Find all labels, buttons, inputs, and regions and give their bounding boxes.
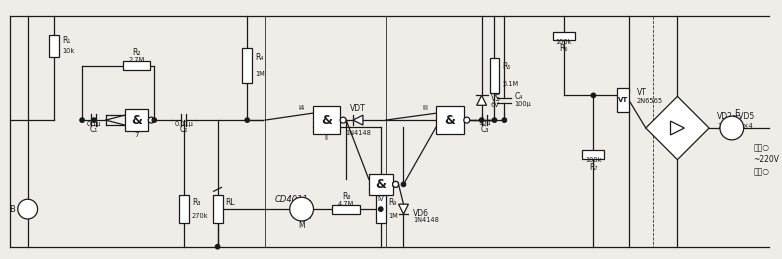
Text: IV: IV [378,196,384,202]
Text: 10k: 10k [63,48,74,54]
Text: R₄: R₄ [255,53,264,62]
Circle shape [91,118,96,122]
Circle shape [80,118,84,122]
Text: 6V: 6V [490,102,499,108]
Circle shape [493,118,497,122]
Bar [242,48,252,83]
Text: 相线○: 相线○ [754,167,769,176]
Text: 1N4007×4: 1N4007×4 [717,123,753,129]
Bar [369,174,393,195]
Text: VT: VT [618,97,628,103]
Bar [124,109,149,131]
Text: 1N4148: 1N4148 [414,217,439,223]
Circle shape [215,244,220,249]
Text: R₃: R₃ [192,198,200,207]
Text: R₁: R₁ [63,36,70,45]
Circle shape [340,117,346,123]
Polygon shape [477,95,486,105]
Polygon shape [353,115,363,125]
Text: 2.7M: 2.7M [128,57,145,63]
Circle shape [502,118,507,122]
Circle shape [152,118,156,122]
Text: 270k: 270k [192,213,209,219]
Text: C₃: C₃ [480,125,489,133]
Text: B: B [9,205,15,214]
Text: 100k: 100k [555,39,572,45]
Circle shape [18,199,38,219]
Circle shape [378,207,383,211]
Bar [490,58,500,93]
Text: VD6: VD6 [414,208,429,218]
Text: R₉: R₉ [389,198,397,207]
Text: C₂: C₂ [180,126,188,134]
Text: C₄: C₄ [515,92,522,101]
Bar [123,61,150,70]
Text: 100μ: 100μ [515,101,531,107]
Text: 7: 7 [135,132,138,138]
Text: &: & [375,178,386,191]
Text: 1M: 1M [389,213,398,219]
Text: VD2~VD5: VD2~VD5 [717,112,755,121]
Polygon shape [646,96,709,160]
Text: R₅: R₅ [502,62,511,71]
Text: 1M: 1M [255,71,265,77]
Text: R₈: R₈ [342,192,350,201]
Text: &: & [131,114,142,127]
Polygon shape [670,121,684,135]
Bar [179,195,189,223]
Text: R₇: R₇ [589,163,597,172]
Text: 2N6565: 2N6565 [637,98,663,104]
Bar [436,106,464,134]
Text: 0.01μ: 0.01μ [174,121,193,127]
Bar [213,195,223,223]
Circle shape [464,117,470,123]
Text: VT: VT [637,88,647,97]
Text: &: & [321,114,332,127]
Text: I4: I4 [298,105,305,111]
Bar [583,150,604,159]
Circle shape [149,117,154,123]
Text: VDT: VDT [350,104,366,113]
Circle shape [290,197,314,221]
Text: 0.1μ: 0.1μ [87,121,101,127]
Text: ~220V: ~220V [754,155,780,164]
Bar [313,106,340,134]
Text: E: E [734,109,740,118]
Bar [617,89,629,112]
Text: 5.1M: 5.1M [502,81,518,87]
Bar [49,35,59,57]
Circle shape [479,118,484,122]
Text: III: III [422,105,429,111]
Bar [332,205,360,214]
Text: 零线○: 零线○ [754,143,769,152]
Bar [553,32,575,40]
Circle shape [245,118,249,122]
Text: R₂: R₂ [132,48,141,57]
Text: R₆: R₆ [559,45,568,53]
Text: 100k: 100k [585,157,601,163]
Text: C₁: C₁ [90,126,98,134]
Text: RL: RL [225,198,235,207]
Circle shape [393,181,399,187]
Text: &: & [444,114,455,127]
Text: 1N4148: 1N4148 [345,130,371,136]
Text: CD4011: CD4011 [274,195,309,204]
Bar [376,195,386,223]
Circle shape [591,93,596,98]
Text: VS: VS [490,94,500,103]
Circle shape [401,182,406,186]
Circle shape [393,181,399,187]
Text: 4.7M: 4.7M [338,201,354,207]
Polygon shape [399,204,408,214]
Text: M: M [298,221,305,231]
Circle shape [720,116,744,140]
Text: 10μ: 10μ [479,120,491,126]
Text: II: II [325,135,328,141]
